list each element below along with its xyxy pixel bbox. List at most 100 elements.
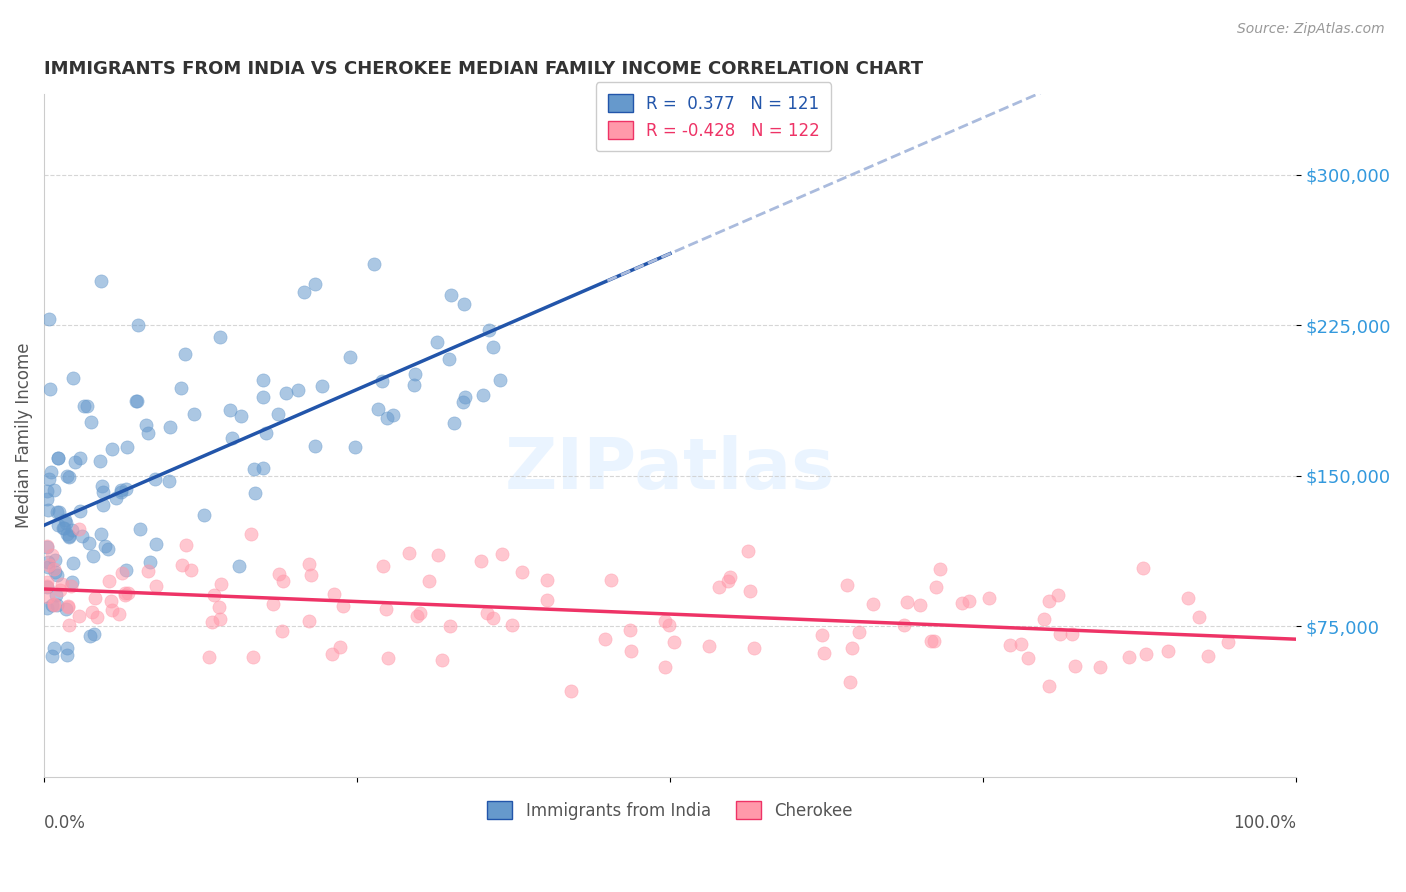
Point bbox=[136, 426, 159, 441]
Point bbox=[439, 352, 461, 367]
Point bbox=[267, 407, 290, 421]
Point bbox=[209, 577, 232, 591]
Point bbox=[94, 539, 117, 553]
Point bbox=[55, 516, 77, 531]
Point bbox=[219, 403, 242, 417]
Point bbox=[56, 526, 79, 541]
Point bbox=[221, 431, 243, 445]
Point bbox=[180, 563, 202, 577]
Point bbox=[38, 382, 60, 396]
Point bbox=[59, 578, 82, 592]
Point bbox=[45, 568, 67, 582]
Point bbox=[90, 526, 112, 541]
Point bbox=[304, 439, 326, 453]
Point bbox=[37, 555, 59, 569]
Point bbox=[439, 618, 461, 632]
Point bbox=[83, 627, 105, 641]
Point bbox=[114, 482, 136, 496]
Point bbox=[488, 373, 510, 387]
Point bbox=[70, 529, 93, 543]
Point bbox=[274, 386, 297, 401]
Point bbox=[440, 287, 463, 301]
Point bbox=[717, 574, 740, 588]
Point bbox=[404, 368, 426, 382]
Point bbox=[835, 578, 858, 592]
Point bbox=[654, 614, 676, 628]
Point bbox=[1177, 591, 1199, 605]
Point bbox=[38, 311, 60, 326]
Point bbox=[48, 583, 70, 598]
Point bbox=[55, 602, 77, 616]
Point bbox=[998, 638, 1021, 652]
Point bbox=[73, 399, 96, 413]
Point bbox=[453, 390, 475, 404]
Point bbox=[718, 570, 741, 584]
Point bbox=[536, 593, 558, 607]
Point bbox=[270, 624, 292, 638]
Point bbox=[925, 580, 948, 594]
Point bbox=[127, 318, 149, 333]
Point bbox=[58, 529, 80, 543]
Point bbox=[908, 598, 931, 612]
Point bbox=[48, 505, 70, 519]
Point bbox=[41, 598, 63, 612]
Point bbox=[117, 586, 139, 600]
Point bbox=[46, 518, 69, 533]
Point bbox=[491, 547, 513, 561]
Point bbox=[97, 541, 120, 556]
Point bbox=[742, 640, 765, 655]
Point bbox=[143, 472, 166, 486]
Point bbox=[45, 598, 67, 612]
Point bbox=[382, 408, 405, 422]
Point bbox=[114, 588, 136, 602]
Point bbox=[269, 567, 291, 582]
Point bbox=[862, 598, 884, 612]
Point bbox=[52, 521, 75, 535]
Point bbox=[174, 538, 197, 552]
Point bbox=[398, 546, 420, 560]
Point bbox=[38, 558, 60, 573]
Point bbox=[52, 521, 75, 535]
Point bbox=[37, 502, 59, 516]
Point bbox=[89, 454, 111, 468]
Point bbox=[82, 549, 104, 563]
Legend: Immigrants from India, Cherokee: Immigrants from India, Cherokee bbox=[481, 794, 859, 826]
Point bbox=[139, 555, 162, 569]
Point bbox=[58, 530, 80, 544]
Text: 100.0%: 100.0% bbox=[1233, 814, 1296, 832]
Point bbox=[79, 416, 101, 430]
Point bbox=[443, 416, 465, 430]
Point bbox=[239, 527, 262, 541]
Point bbox=[654, 660, 676, 674]
Point bbox=[37, 579, 59, 593]
Point bbox=[375, 411, 398, 425]
Point bbox=[1118, 650, 1140, 665]
Point bbox=[243, 486, 266, 500]
Point bbox=[427, 548, 450, 562]
Point bbox=[619, 623, 641, 637]
Point bbox=[38, 472, 60, 486]
Point bbox=[35, 580, 58, 594]
Point bbox=[56, 599, 79, 613]
Point bbox=[430, 653, 453, 667]
Point bbox=[76, 400, 98, 414]
Point bbox=[1132, 561, 1154, 575]
Point bbox=[1049, 627, 1071, 641]
Point bbox=[404, 378, 426, 392]
Point bbox=[426, 334, 449, 349]
Point bbox=[664, 635, 686, 649]
Point bbox=[893, 618, 915, 632]
Point bbox=[35, 574, 58, 589]
Point bbox=[599, 573, 621, 587]
Point bbox=[299, 567, 322, 582]
Point bbox=[41, 549, 63, 563]
Point bbox=[91, 484, 114, 499]
Point bbox=[35, 600, 58, 615]
Point bbox=[79, 629, 101, 643]
Point bbox=[110, 485, 132, 500]
Point bbox=[209, 612, 232, 626]
Point bbox=[170, 381, 193, 395]
Point bbox=[53, 513, 76, 527]
Point bbox=[42, 597, 65, 611]
Point bbox=[41, 649, 63, 664]
